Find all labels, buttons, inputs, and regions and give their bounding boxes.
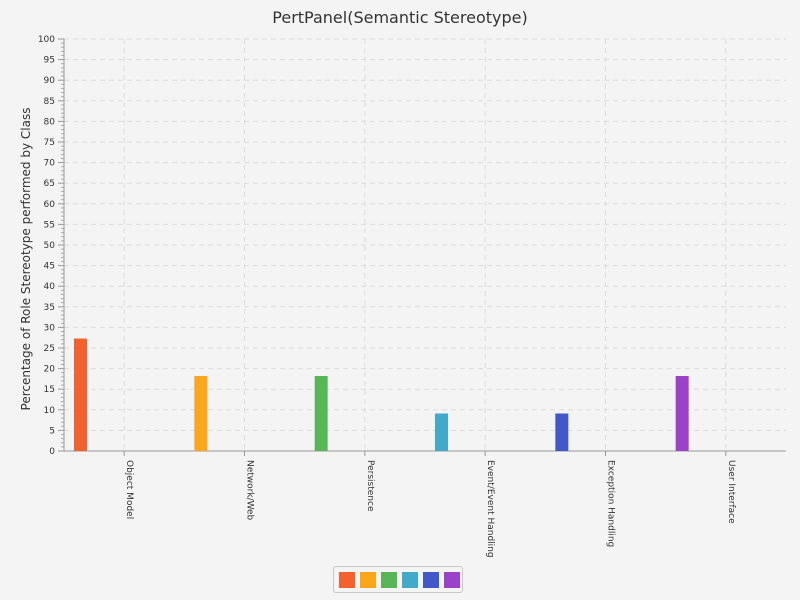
y-tick-label: 10 [44,406,56,416]
grid-lines [64,38,786,451]
y-tick-label: 5 [49,426,55,436]
bar-4 [435,413,448,451]
bar-1 [74,338,87,451]
y-tick-label: 50 [44,241,56,251]
bars [74,338,689,451]
y-tick-label: 15 [44,385,55,395]
chart-title: PertPanel(Semantic Stereotype) [272,8,527,27]
y-tick-label: 95 [44,56,55,66]
bar-3 [314,376,328,451]
x-tick-label: Network/Web [245,460,255,521]
legend-swatch-2 [360,571,376,588]
y-tick-label: 0 [49,447,55,457]
bar-5 [555,413,569,451]
legend-swatch-1 [339,571,355,588]
legend-swatch-6 [444,571,460,588]
x-tick-label: Object Model [124,460,134,519]
y-tick-label: 40 [44,282,56,292]
x-tick-label: Persistence [365,460,375,512]
bar-6 [675,376,689,451]
tick-labels: 0 5 10 15 20 25 30 35 40 45 50 55 60 65 70 75 80 85 90 95 10… [38,35,736,558]
y-tick-label: 25 [44,344,55,354]
bar-2 [194,376,208,451]
legend-swatch-3 [381,571,397,588]
y-tick-label: 80 [44,117,56,127]
y-axis-label: Percentage of Role Stereotype performed … [19,108,33,411]
legend [333,566,463,593]
y-tick-label: 20 [44,365,56,375]
y-tick-label: 85 [44,97,55,107]
y-tick-label: 75 [44,138,55,148]
y-tick-label: 55 [44,220,55,230]
x-tick-label: Exception Handling [606,460,616,547]
x-tick-label: Event/Event Handling [485,460,495,558]
y-tick-label: 30 [44,323,56,333]
y-tick-label: 60 [44,200,56,210]
y-tick-label: 45 [44,262,55,272]
axes [58,38,786,456]
legend-swatch-5 [423,571,439,588]
y-tick-label: 35 [44,303,55,313]
x-tick-label: User Interface [726,460,736,524]
y-tick-label: 65 [44,179,55,189]
y-tick-label: 70 [44,159,56,169]
y-tick-label: 90 [44,76,56,86]
y-tick-label: 100 [38,35,55,45]
legend-swatch-4 [402,571,418,588]
